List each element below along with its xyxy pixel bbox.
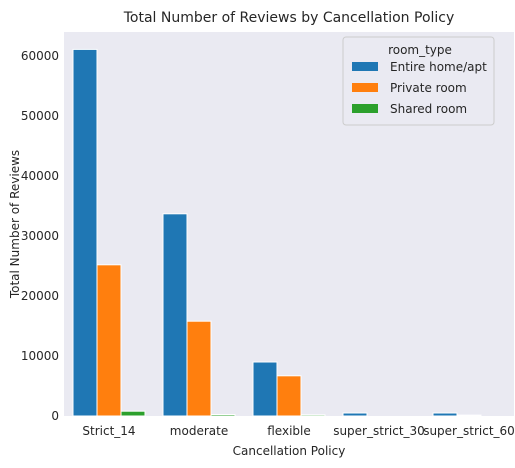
y-tick-label: 50000 [21,109,59,123]
y-axis-ticks: 0 10000 20000 30000 40000 50000 60000 [21,49,59,423]
bar [456,414,482,417]
y-axis-label: Total Number of Reviews [8,150,22,299]
bars-group [72,48,482,417]
y-tick-label: 20000 [21,289,59,303]
y-tick-label: 40000 [21,169,59,183]
x-tick-label: Strict_14 [82,424,135,438]
x-tick-label: super_strict_30 [333,424,425,438]
y-tick-label: 30000 [21,229,59,243]
bar [72,48,98,417]
bar [186,320,212,417]
legend-entry: Private room [390,81,467,95]
legend-entry: Entire home/apt [390,60,487,74]
y-tick-label: 60000 [21,49,59,63]
x-axis-label: Cancellation Policy [233,444,346,458]
legend-swatch [352,62,378,71]
x-axis-ticks: Strict_14 moderate flexible super_strict_30… [82,424,514,438]
x-tick-label: super_strict_60 [423,424,515,438]
legend-entry: Shared room [390,102,467,116]
bar [96,264,122,417]
legend-swatch [352,104,378,113]
legend: room_type Entire home/apt Private room Sha… [342,36,495,126]
bar [210,414,236,417]
chart-title: Total Number of Reviews by Cancellation … [123,10,455,26]
legend-items: Entire home/apt Private room Shared room [352,60,487,116]
y-tick-label: 10000 [21,349,59,363]
x-tick-label: moderate [170,424,228,438]
legend-title: room_type [388,43,452,57]
legend-box [342,36,495,126]
bar [162,213,188,417]
bar [120,410,146,417]
bar [300,414,326,417]
bar [252,361,278,417]
y-tick-label: 0 [51,409,59,423]
bar [276,375,302,417]
bar [432,412,458,417]
legend-swatch [352,83,378,92]
bar [342,412,368,417]
x-tick-label: flexible [267,424,311,438]
